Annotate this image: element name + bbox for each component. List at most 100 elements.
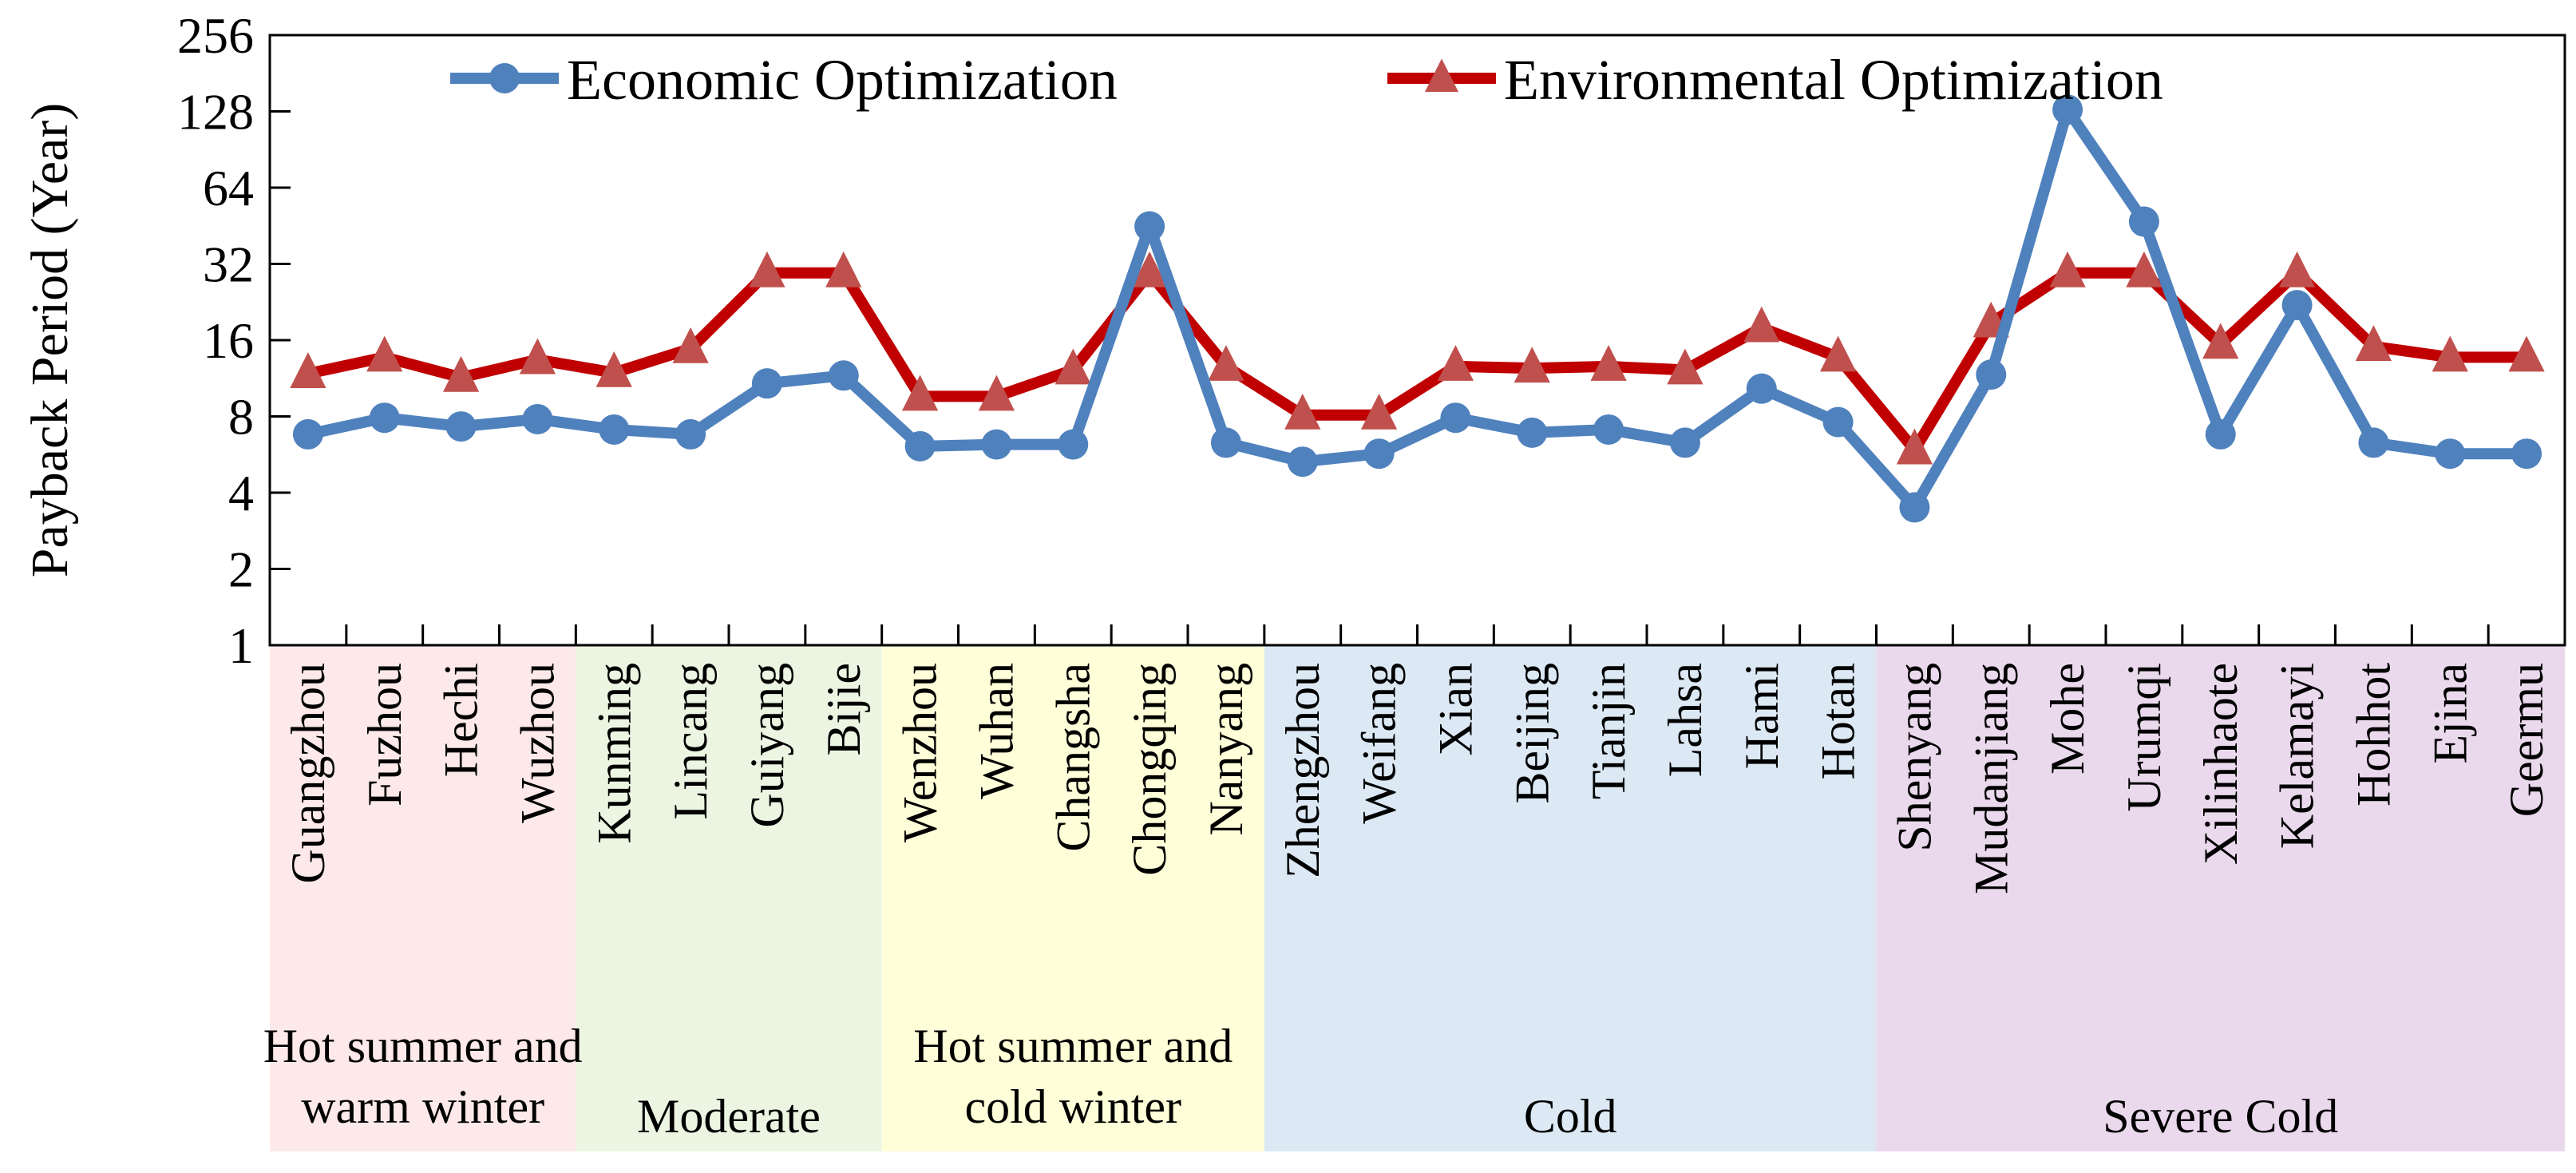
category-label: Wuhan: [970, 663, 1023, 799]
zone-background: [881, 645, 1264, 1151]
category-label: Kunming: [588, 663, 640, 844]
data-point: [2202, 323, 2239, 359]
data-point: [1287, 446, 1318, 478]
category-label: Lahsa: [1659, 663, 1711, 777]
category-label: Shenyang: [1888, 663, 1941, 852]
category-label: Wuzhou: [511, 663, 564, 823]
y-tick-label: 1: [228, 617, 254, 674]
data-point: [1284, 394, 1321, 430]
data-point: [599, 414, 630, 445]
data-series: [290, 94, 2545, 523]
data-point: [1514, 347, 1550, 383]
legend-item: Economic Optimization: [450, 48, 1118, 112]
legend-item: Environmental Optimization: [1387, 48, 2163, 112]
y-tick-label: 64: [203, 160, 254, 216]
y-tick-label: 16: [203, 312, 254, 369]
series-economic: [292, 94, 2542, 523]
data-point: [751, 368, 782, 399]
legend-label: Economic Optimization: [567, 48, 1118, 112]
data-point: [2435, 438, 2466, 470]
axes: 1 2 4 8 16 32 64 128 256 Payback Period (Year): [21, 7, 2566, 674]
y-tick-label: 4: [228, 465, 254, 521]
zone-label: Severe Cold: [2103, 1090, 2338, 1143]
category-label: Changsha: [1047, 663, 1099, 852]
zone-background: [1876, 645, 2565, 1151]
data-point: [749, 251, 785, 287]
data-point: [2358, 427, 2389, 458]
data-point: [290, 352, 326, 388]
data-point: [445, 411, 477, 442]
zone-label: Cold: [1524, 1090, 1617, 1143]
category-label: Chongqing: [1123, 663, 1176, 876]
category-label: Wenzhou: [894, 663, 947, 842]
category-label: Xilinhaote: [2194, 663, 2247, 865]
data-point: [828, 360, 859, 391]
data-point: [2128, 206, 2159, 237]
category-label: Weifang: [1353, 663, 1406, 824]
data-point: [2508, 335, 2545, 372]
data-point: [1055, 348, 1091, 385]
data-point: [1822, 406, 1854, 438]
data-point: [672, 327, 709, 363]
data-point: [292, 418, 323, 450]
data-point: [519, 338, 556, 374]
zone-label: warm winter: [301, 1080, 544, 1133]
category-label: Xian: [1429, 663, 1482, 756]
data-point: [522, 403, 553, 434]
zone-background: [1264, 645, 1877, 1151]
data-point: [1363, 438, 1395, 470]
data-point: [1210, 427, 1241, 458]
series-environmental: [290, 251, 2545, 465]
data-point: [1593, 414, 1624, 445]
data-point: [369, 402, 400, 434]
data-point: [1667, 348, 1703, 385]
legend-label: Environmental Optimization: [1504, 48, 2163, 112]
data-point: [2126, 251, 2162, 287]
data-point: [2355, 325, 2392, 361]
legend: Economic Optimization Environmental Optim…: [450, 48, 2163, 112]
data-point: [2511, 438, 2542, 470]
y-tick-label: 256: [177, 7, 254, 64]
data-point: [2278, 251, 2316, 287]
data-point: [1440, 402, 1471, 434]
category-label: Hotan: [1812, 663, 1865, 780]
zone-label: Hot summer and: [913, 1020, 1233, 1072]
data-point: [1746, 373, 1777, 404]
category-label: Ejina: [2424, 663, 2476, 764]
category-label: Nanyang: [1200, 663, 1252, 836]
category-labels: Hot summer and warm winter Moderate Hot sum…: [263, 663, 2553, 1143]
legend-marker: [1425, 58, 1458, 93]
zone-label: Moderate: [637, 1090, 821, 1143]
category-label: Guiyang: [741, 663, 793, 828]
y-axis-title: Payback Period (Year): [21, 103, 79, 577]
data-point: [825, 251, 862, 287]
data-point: [1517, 417, 1548, 448]
data-point: [2281, 290, 2313, 321]
zone-label: cold winter: [964, 1080, 1181, 1133]
data-point: [1819, 335, 1857, 372]
data-point: [596, 351, 632, 387]
category-label: Beijing: [1506, 663, 1558, 804]
category-label: Hami: [1735, 663, 1788, 769]
data-point: [1437, 345, 1474, 381]
climate-zone-backgrounds: [270, 645, 2565, 1151]
data-point: [1134, 211, 1165, 242]
data-point: [1208, 345, 1244, 381]
zone-label: Hot summer and: [263, 1020, 583, 1072]
y-tick-label: 2: [228, 541, 254, 598]
data-point: [2052, 94, 2083, 125]
category-label: Mudanjiang: [1965, 663, 2017, 894]
category-label: Tianjin: [1582, 663, 1635, 799]
data-point: [442, 355, 480, 392]
data-point: [675, 418, 706, 450]
category-label: Kelamayi: [2271, 663, 2324, 849]
data-point: [1360, 394, 1398, 430]
zone-background: [576, 645, 882, 1151]
y-tick-label: 8: [228, 389, 254, 446]
category-label: Mohe: [2041, 663, 2094, 775]
category-label: Urumqi: [2118, 663, 2170, 812]
data-point: [1896, 428, 1933, 465]
data-point: [2049, 251, 2086, 287]
y-tick-label: 32: [203, 236, 254, 293]
